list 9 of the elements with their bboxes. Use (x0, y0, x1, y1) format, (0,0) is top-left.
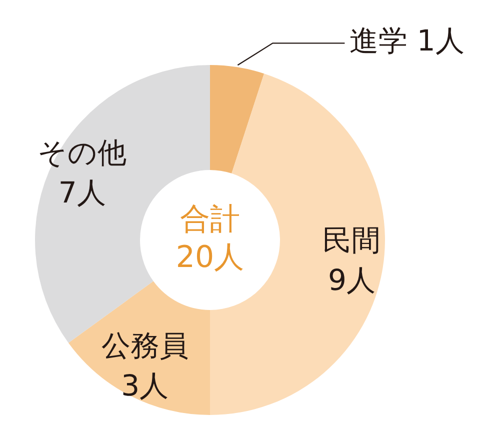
data-label: 7人 (58, 175, 106, 210)
slice-label: 進学 1人 (350, 24, 464, 58)
slice-label: その他 (38, 135, 127, 170)
data-label: 9人 (328, 262, 376, 297)
text: 合計 (180, 202, 240, 237)
data-label: 3人 (121, 368, 169, 402)
slice-label: 公務員 (101, 328, 188, 362)
slice-label: 民間 (322, 222, 381, 257)
text: 20人 (176, 240, 244, 275)
